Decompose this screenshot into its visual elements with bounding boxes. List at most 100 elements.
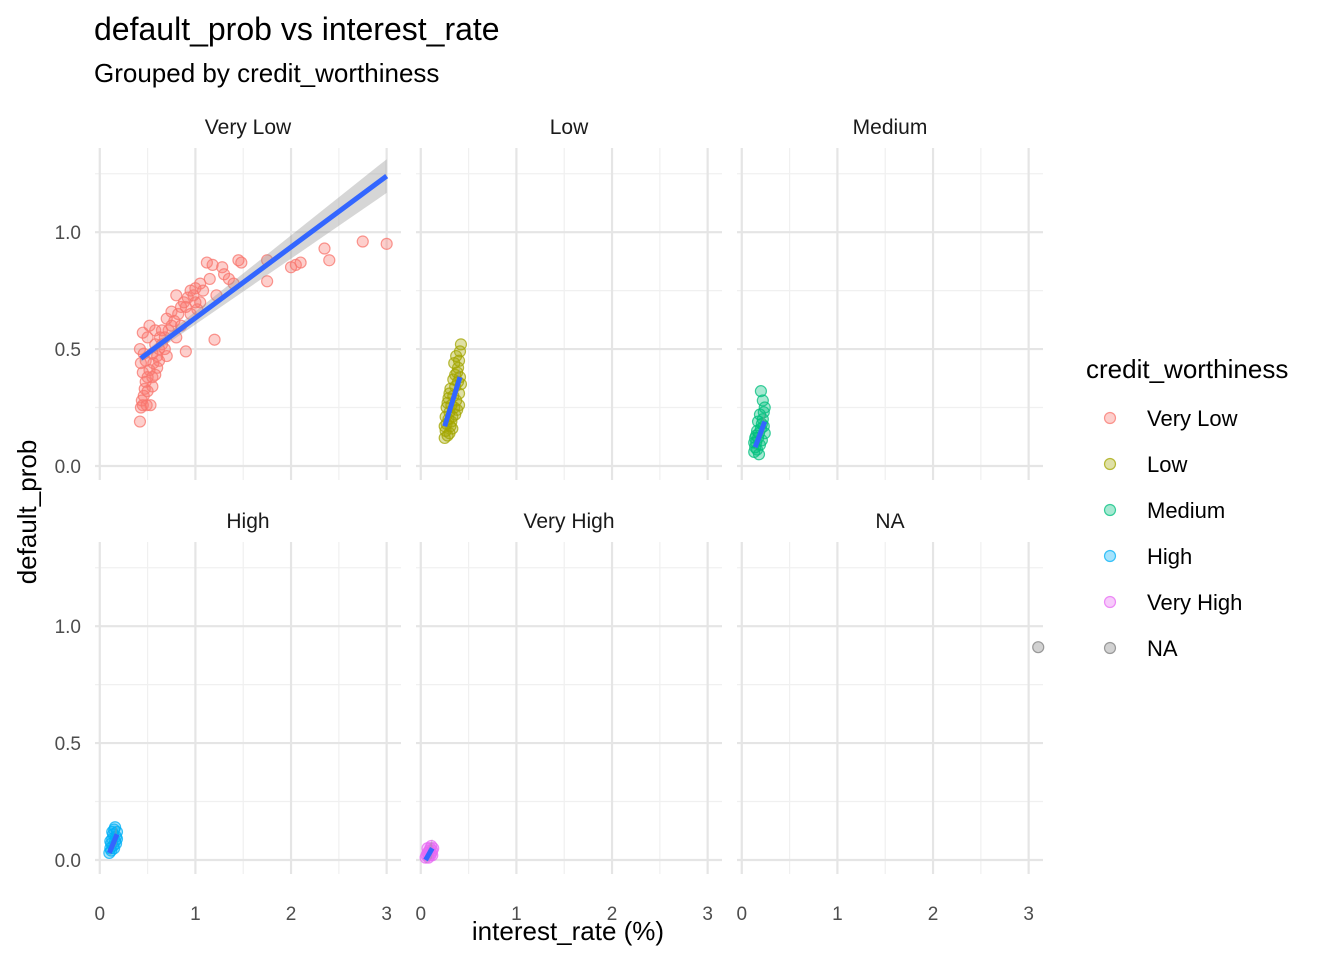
facet-label: Low: [550, 116, 589, 139]
x-tick-label: 0: [94, 904, 105, 925]
data-point: [1032, 641, 1045, 654]
trend-line: [423, 847, 435, 862]
data-point: [189, 296, 202, 309]
x-tick-label: 2: [607, 904, 618, 925]
legend-label: Very High: [1147, 590, 1242, 615]
x-axis-title: interest_rate (%): [472, 916, 664, 946]
legend-swatch: [1103, 641, 1117, 655]
legend-item-high: High: [1103, 544, 1192, 569]
facet-label: High: [226, 510, 269, 533]
data-point: [261, 275, 274, 288]
legend-swatch: [1103, 457, 1117, 471]
data-point: [133, 415, 147, 428]
x-tick-label: 0: [415, 904, 426, 925]
data-point: [294, 256, 307, 269]
data-point: [151, 361, 164, 374]
legend: credit_worthiness Very Low Low Medium High V…: [1086, 354, 1288, 661]
x-tick-label: 3: [381, 904, 392, 925]
data-point: [189, 282, 202, 295]
data-point: [206, 258, 219, 272]
data-point: [235, 256, 248, 269]
y-tick-label: 0.5: [55, 734, 81, 755]
data-point: [146, 371, 159, 384]
trend-line: [752, 420, 768, 449]
data-point: [450, 349, 463, 363]
y-tick-label: 1.0: [55, 617, 81, 638]
facet-na: NA 0 1 2 3: [736, 510, 1045, 925]
data-point: [216, 261, 229, 274]
legend-item-very-high: Very High: [1103, 590, 1242, 615]
facet-label: Very High: [523, 510, 614, 533]
x-tick-label: 1: [832, 904, 843, 925]
data-point: [172, 307, 185, 321]
facet-panels: Very Low 0.0 0.5 1.0 Low Medium High 0.0 0.5 1.0 0…: [55, 116, 1045, 925]
facet-medium: Medium: [737, 116, 1043, 480]
facet-label: Medium: [853, 116, 928, 139]
y-tick-label: 0.0: [55, 457, 81, 478]
y-tick-label: 0.0: [55, 851, 81, 872]
data-point: [754, 385, 768, 398]
data-point: [165, 305, 178, 318]
data-point: [454, 338, 468, 351]
data-point: [140, 399, 153, 412]
data-point: [452, 399, 466, 412]
x-tick-label: 2: [928, 904, 939, 925]
x-tick-label: 2: [286, 904, 297, 925]
data-point: [222, 272, 235, 286]
data-point: [194, 296, 207, 309]
x-tick-label: 1: [190, 904, 201, 925]
data-point: [380, 237, 393, 250]
data-point: [141, 331, 154, 344]
legend-item-low: Low: [1103, 452, 1187, 477]
data-point: [152, 354, 166, 367]
facet-low: Low: [416, 116, 722, 480]
y-tick-label: 1.0: [55, 223, 81, 244]
legend-swatch: [1103, 503, 1117, 517]
data-point: [753, 408, 767, 421]
legend-item-medium: Medium: [1103, 498, 1225, 523]
trend-line: [442, 376, 463, 427]
data-point: [217, 268, 231, 281]
data-point: [208, 333, 221, 346]
y-axis-title: default_prob: [12, 440, 42, 585]
data-point: [194, 277, 207, 290]
data-point: [170, 289, 183, 302]
x-tick-label: 0: [736, 904, 747, 925]
legend-item-very-low: Very Low: [1103, 406, 1238, 431]
x-tick-label: 3: [1023, 904, 1034, 925]
data-point: [155, 324, 169, 337]
data-point: [179, 300, 192, 314]
facet-very-high: Very High 0 1 2 3: [415, 510, 722, 925]
data-point: [141, 385, 154, 398]
legend-swatch: [1103, 411, 1117, 425]
legend-label: Medium: [1147, 498, 1225, 523]
data-point: [356, 235, 369, 248]
facet-label: NA: [875, 510, 904, 533]
data-point: [323, 254, 336, 267]
x-tick-label: 1: [511, 904, 522, 925]
legend-label: Very Low: [1147, 406, 1238, 431]
trend-line: [107, 833, 120, 854]
y-tick-label: 0.5: [55, 340, 81, 361]
x-tick-label: 3: [702, 904, 713, 925]
facet-high: High 0.0 0.5 1.0 0 1 2 3: [55, 510, 401, 925]
legend-label: NA: [1147, 636, 1178, 661]
legend-item-na: NA: [1103, 636, 1178, 661]
facet-label: Very Low: [205, 116, 292, 139]
chart-title: default_prob vs interest_rate: [94, 11, 500, 47]
legend-title: credit_worthiness: [1086, 354, 1288, 384]
facet-very-low: Very Low 0.0 0.5 1.0: [55, 116, 401, 480]
data-point: [318, 242, 331, 255]
chart-subtitle: Grouped by credit_worthiness: [94, 58, 439, 88]
data-point: [179, 345, 192, 358]
trend-line: [139, 174, 389, 361]
data-point: [756, 394, 769, 407]
legend-swatch: [1103, 549, 1117, 563]
data-point: [752, 448, 766, 461]
data-point: [203, 272, 216, 286]
data-point: [144, 399, 157, 412]
legend-label: Low: [1147, 452, 1187, 477]
legend-label: High: [1147, 544, 1192, 569]
data-point: [136, 366, 149, 379]
